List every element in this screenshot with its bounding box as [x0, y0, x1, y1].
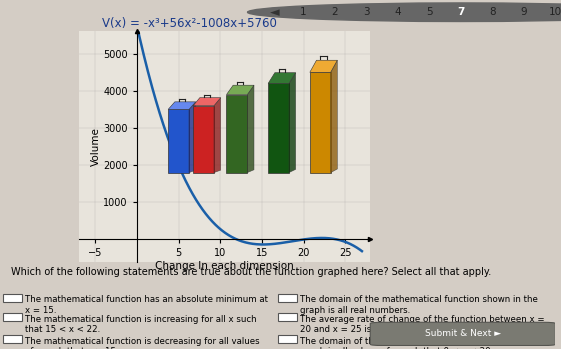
- Text: 7: 7: [457, 7, 465, 17]
- FancyBboxPatch shape: [278, 294, 297, 302]
- FancyBboxPatch shape: [278, 335, 297, 343]
- Text: 8: 8: [489, 7, 495, 17]
- Polygon shape: [193, 98, 220, 106]
- Text: The mathematical function has an absolute minimum at
x = 15.: The mathematical function has an absolut…: [25, 295, 268, 315]
- FancyBboxPatch shape: [3, 294, 22, 302]
- Polygon shape: [289, 73, 296, 173]
- Text: 5: 5: [426, 7, 433, 17]
- Text: The average rate of change of the function between x =
20 and x = 25 is 0.: The average rate of change of the functi…: [300, 315, 545, 334]
- FancyBboxPatch shape: [3, 335, 22, 343]
- Polygon shape: [330, 60, 337, 173]
- Polygon shape: [268, 73, 296, 83]
- Bar: [310, 72, 330, 173]
- Text: The mathematical function is decreasing for all values
of x such that x > 15.: The mathematical function is decreasing …: [25, 337, 260, 349]
- Circle shape: [247, 3, 561, 22]
- Text: ◄: ◄: [270, 6, 280, 19]
- Text: The domain of the mathematical function shown in the
graph is all real numbers.: The domain of the mathematical function …: [300, 295, 538, 315]
- Bar: [193, 106, 214, 173]
- Polygon shape: [227, 85, 254, 95]
- FancyBboxPatch shape: [3, 313, 22, 321]
- Text: 10: 10: [549, 7, 561, 17]
- Text: 9: 9: [521, 7, 527, 17]
- Bar: [268, 83, 289, 173]
- Text: The domain of the mathematical function shown in the
graph is all values of x su: The domain of the mathematical function …: [300, 337, 538, 349]
- Bar: [227, 95, 247, 173]
- Polygon shape: [189, 102, 196, 173]
- Polygon shape: [247, 85, 254, 173]
- Text: 1: 1: [300, 7, 306, 17]
- Polygon shape: [168, 102, 196, 110]
- Text: Which of the following statements are true about the function graphed here? Sele: Which of the following statements are tr…: [11, 267, 491, 277]
- Text: V(x) = -x³+56x²-1008x+5760: V(x) = -x³+56x²-1008x+5760: [102, 17, 277, 30]
- Text: 4: 4: [394, 7, 401, 17]
- Polygon shape: [310, 60, 337, 72]
- Text: Submit & Next ►: Submit & Next ►: [425, 329, 501, 338]
- X-axis label: Change In each dimension: Change In each dimension: [155, 261, 294, 271]
- Text: 2: 2: [331, 7, 338, 17]
- Bar: [168, 110, 189, 173]
- FancyBboxPatch shape: [278, 313, 297, 321]
- FancyBboxPatch shape: [370, 322, 555, 346]
- Text: 3: 3: [363, 7, 369, 17]
- Y-axis label: Volume: Volume: [90, 127, 100, 166]
- Text: The mathematical function is increasing for all x such
that 15 < x < 22.: The mathematical function is increasing …: [25, 315, 257, 334]
- Polygon shape: [214, 98, 220, 173]
